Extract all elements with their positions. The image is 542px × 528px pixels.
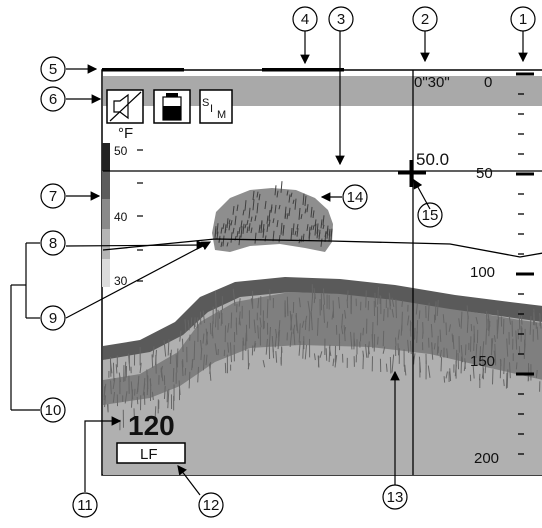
speaker-muted-icon	[107, 90, 143, 123]
echo-spike	[384, 309, 385, 321]
echo-spike	[507, 369, 508, 388]
echo-spike	[296, 316, 297, 331]
callout-label-14: 14	[347, 189, 364, 206]
echo-spike	[441, 357, 442, 371]
sim-label-m: M	[217, 109, 226, 121]
callout-label-12: 12	[203, 497, 220, 514]
callout-label-9: 9	[49, 310, 57, 327]
callout-label-11: 11	[77, 497, 93, 514]
echo-spike	[366, 290, 367, 307]
echo-spike	[287, 297, 288, 316]
callout-label-8: 8	[49, 235, 57, 252]
callout-label-3: 3	[337, 11, 345, 28]
echo-spike	[506, 373, 507, 389]
echo-spike	[521, 316, 522, 325]
echo-spike	[443, 314, 444, 323]
temp-tick-40: 40	[114, 210, 128, 224]
echo-spike	[516, 362, 517, 369]
temp-tick-50: 50	[114, 144, 128, 158]
battery-icon	[154, 90, 190, 123]
echo-spike	[212, 331, 213, 338]
echo-spike	[182, 339, 183, 352]
callout-label-2: 2	[421, 11, 429, 28]
echo-spike	[500, 360, 501, 379]
temperature-unit: °F	[118, 125, 133, 142]
callout-label-4: 4	[301, 11, 309, 28]
echo-spike	[474, 326, 475, 343]
callout-label-10: 10	[45, 402, 62, 419]
callout-label-6: 6	[49, 91, 57, 108]
echo-spike	[252, 346, 253, 356]
echo-spike	[267, 299, 268, 318]
echo-spike	[537, 327, 538, 340]
echo-spike	[452, 334, 453, 343]
echo-spike	[461, 357, 462, 374]
cursor-depth-readout: 50.0	[416, 150, 449, 169]
echo-spike	[419, 310, 420, 318]
echo-spike	[504, 358, 505, 374]
echo-spike	[137, 397, 138, 404]
callout-label-5: 5	[49, 61, 57, 78]
echo-spike	[444, 376, 445, 382]
echo-spike	[326, 348, 327, 361]
sim-label-s: S	[202, 97, 209, 109]
echo-spike	[504, 379, 505, 386]
echo-spike	[432, 342, 433, 349]
echo-spike	[318, 318, 319, 336]
echo-spike	[189, 372, 190, 389]
echo-spike	[363, 328, 364, 335]
echo-spike	[347, 299, 348, 308]
current-depth-readout: 120	[128, 410, 175, 441]
range-start-label: 0	[484, 74, 492, 91]
callout-label-13: 13	[387, 489, 404, 506]
depth-tick-150: 150	[470, 353, 495, 370]
echo-spike	[378, 337, 379, 345]
depth-tick-100: 100	[470, 264, 495, 281]
top-bar-left	[102, 68, 184, 72]
temperature-color-bar	[102, 143, 110, 287]
callout-label-7: 7	[49, 188, 57, 205]
echo-spike	[486, 328, 487, 344]
echo-spike	[194, 341, 195, 360]
echo-spike	[125, 362, 126, 381]
time-marker-label: 0"30"	[414, 74, 450, 91]
frequency-label: LF	[140, 446, 158, 463]
echo-spike	[458, 353, 459, 369]
top-bar-segment	[262, 68, 344, 72]
echo-spike	[161, 368, 162, 377]
echo-spike	[519, 310, 520, 329]
echo-spike	[402, 301, 403, 307]
echo-spike	[173, 368, 174, 382]
echo-spike	[401, 325, 402, 336]
echo-spike	[152, 354, 153, 367]
sim-label-i: I	[210, 103, 213, 115]
echo-spike	[396, 299, 397, 318]
sim-mode-icon: S I M	[200, 90, 232, 123]
depth-tick-50: 50	[476, 165, 493, 182]
depth-tick-200: 200	[474, 450, 499, 467]
callout-label-15: 15	[422, 207, 439, 224]
echo-spike	[176, 354, 177, 372]
echo-spike	[231, 312, 232, 328]
echo-spike	[435, 301, 436, 320]
callout-label-1: 1	[519, 11, 527, 28]
